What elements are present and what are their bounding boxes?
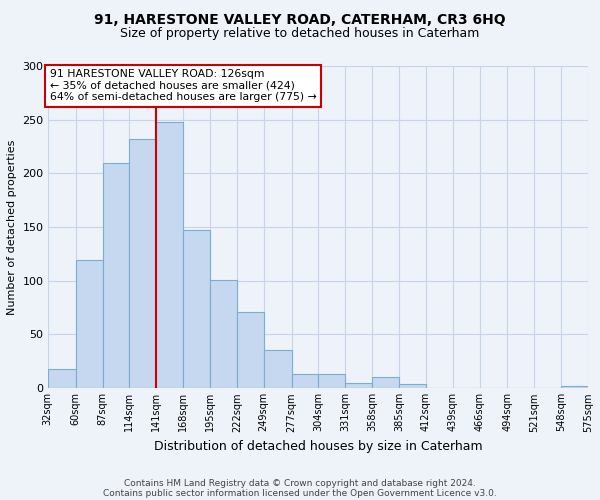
X-axis label: Distribution of detached houses by size in Caterham: Distribution of detached houses by size …	[154, 440, 482, 453]
Bar	[183, 230, 210, 388]
Text: 91 HARESTONE VALLEY ROAD: 126sqm
← 35% of detached houses are smaller (424)
64% : 91 HARESTONE VALLEY ROAD: 126sqm ← 35% o…	[50, 69, 317, 102]
Bar	[130, 139, 156, 388]
Bar	[561, 386, 588, 388]
Bar	[399, 384, 426, 388]
Bar	[319, 374, 345, 388]
Bar	[237, 312, 263, 388]
Bar	[345, 382, 372, 388]
Bar	[76, 260, 103, 388]
Y-axis label: Number of detached properties: Number of detached properties	[7, 140, 17, 314]
Bar	[210, 280, 237, 388]
Text: Contains public sector information licensed under the Open Government Licence v3: Contains public sector information licen…	[103, 488, 497, 498]
Text: Contains HM Land Registry data © Crown copyright and database right 2024.: Contains HM Land Registry data © Crown c…	[124, 478, 476, 488]
Bar	[372, 378, 399, 388]
Text: Size of property relative to detached houses in Caterham: Size of property relative to detached ho…	[121, 28, 479, 40]
Bar	[48, 368, 76, 388]
Text: 91, HARESTONE VALLEY ROAD, CATERHAM, CR3 6HQ: 91, HARESTONE VALLEY ROAD, CATERHAM, CR3…	[94, 12, 506, 26]
Bar	[292, 374, 319, 388]
Bar	[156, 122, 183, 388]
Bar	[263, 350, 292, 388]
Bar	[103, 162, 130, 388]
